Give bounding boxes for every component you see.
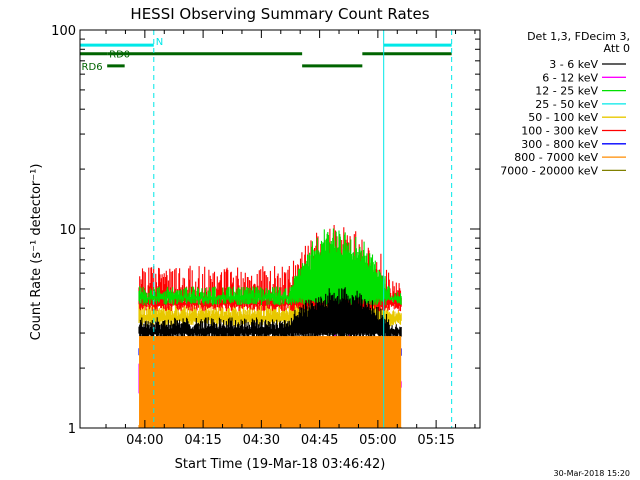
legend-header-line1: Det 1,3, FDecim 3, (527, 30, 630, 43)
y-tick-label: 1 (68, 422, 76, 437)
orange-floor (139, 336, 402, 429)
y-axis-label: Count Rate (s⁻¹ detector⁻¹) (29, 164, 44, 341)
flag-layer: N RD0 RD6 (80, 37, 452, 73)
flag-label-rd6: RD6 (82, 62, 103, 73)
chart-title: HESSI Observing Summary Count Rates (130, 5, 429, 23)
series-3-6-kev (138, 287, 402, 341)
timestamp: 30-Mar-2018 15:20 (554, 469, 631, 478)
flag-label-n: N (156, 37, 163, 48)
legend-entry-label: 25 - 50 keV (535, 98, 598, 111)
series-spikes (138, 228, 402, 306)
legend-entry-label: 7000 - 20000 keV (500, 164, 598, 177)
x-tick-label: 04:15 (184, 433, 221, 448)
data-layer (138, 225, 402, 429)
legend-entry-label: 800 - 7000 keV (514, 151, 598, 164)
legend-entry-label: 12 - 25 keV (535, 85, 598, 98)
axis-layer: 04:00 04:15 04:30 04:45 05:00 05:15 1 10 100 (51, 24, 480, 448)
y-tick-label: 100 (51, 24, 76, 39)
x-tick-label: 04:45 (301, 433, 338, 448)
x-tick-label: 04:30 (243, 433, 280, 448)
legend-entry-label: 100 - 300 keV (521, 125, 598, 138)
x-axis-label: Start Time (19-Mar-18 03:46:42) (175, 457, 386, 472)
series-band (139, 329, 402, 334)
series-12-25-kev (138, 228, 402, 306)
legend-entry-label: 3 - 6 keV (549, 58, 598, 71)
series-band (139, 316, 402, 320)
flag-label-rd0: RD0 (109, 50, 130, 61)
x-tick-label: 05:00 (359, 433, 396, 448)
legend-entry-label: 300 - 800 keV (521, 138, 598, 151)
x-tick-label: 05:15 (417, 433, 454, 448)
legend-entry-label: 6 - 12 keV (542, 71, 598, 84)
x-tick-label: 04:00 (126, 433, 163, 448)
y-tick-label: 10 (59, 223, 76, 238)
legend-header-line2: Att 0 (604, 42, 630, 55)
legend-entry-label: 50 - 100 keV (528, 111, 598, 124)
